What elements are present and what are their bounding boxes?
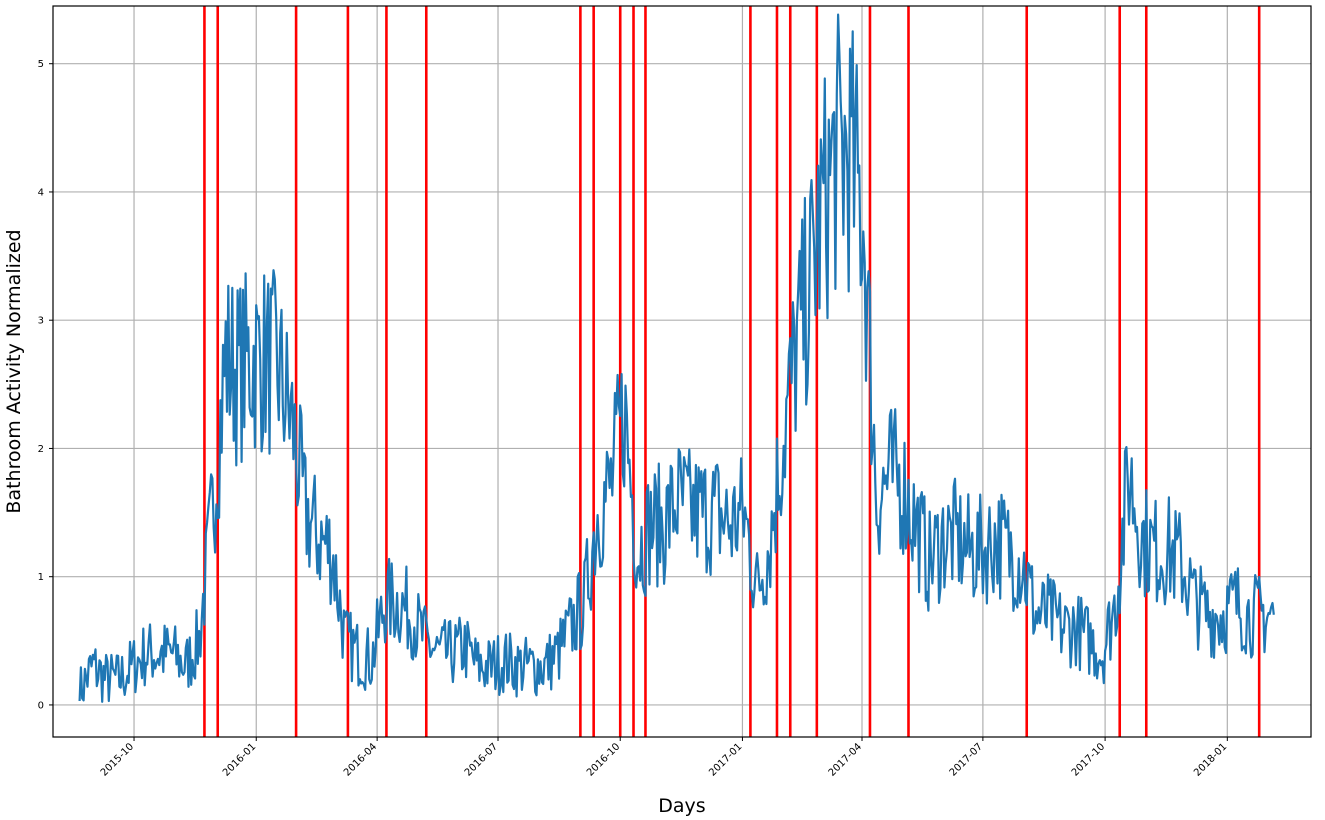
x-tick-label: 2015-10 [99,741,136,778]
y-tick-label: 4 [38,187,44,198]
y-axis-label: Bathroom Activity Normalized [3,229,25,513]
y-tick-label: 5 [38,59,44,70]
y-tick-label: 1 [38,572,44,583]
x-tick-label: 2018-01 [1192,741,1229,778]
x-tick-label: 2017-07 [948,741,985,778]
y-tick-label: 0 [38,700,44,711]
x-tick-label: 2016-07 [463,741,500,778]
x-tick-label: 2016-04 [342,741,379,778]
y-tick-label: 2 [38,444,44,455]
series-line [78,13,1275,703]
plot-frame [52,5,1312,738]
x-tick-label: 2017-10 [1070,741,1107,778]
y-tick-label: 3 [38,316,44,327]
x-axis-label: Days [658,795,705,817]
series-layer [78,13,1275,703]
x-tick-label: 2017-04 [827,741,864,778]
x-tick-label: 2016-10 [585,741,622,778]
x-tick-label: 2017-01 [707,741,744,778]
x-tick-label: 2016-01 [221,741,258,778]
change-point-lines [203,6,1261,737]
